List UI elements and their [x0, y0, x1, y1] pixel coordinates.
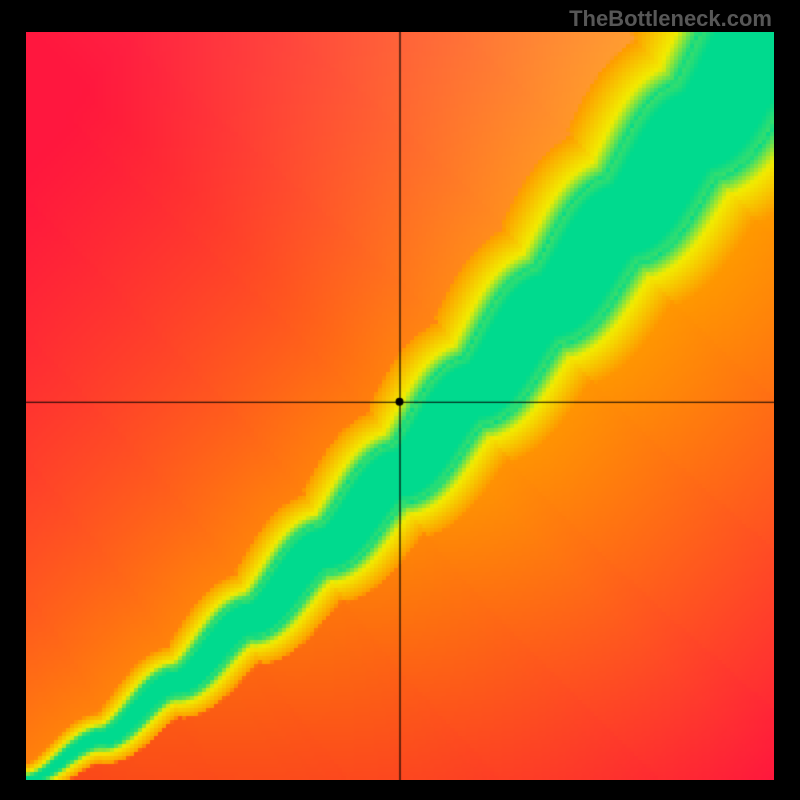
watermark-text: TheBottleneck.com — [569, 6, 772, 32]
overlay-canvas — [26, 32, 774, 780]
heatmap-plot — [26, 32, 774, 780]
